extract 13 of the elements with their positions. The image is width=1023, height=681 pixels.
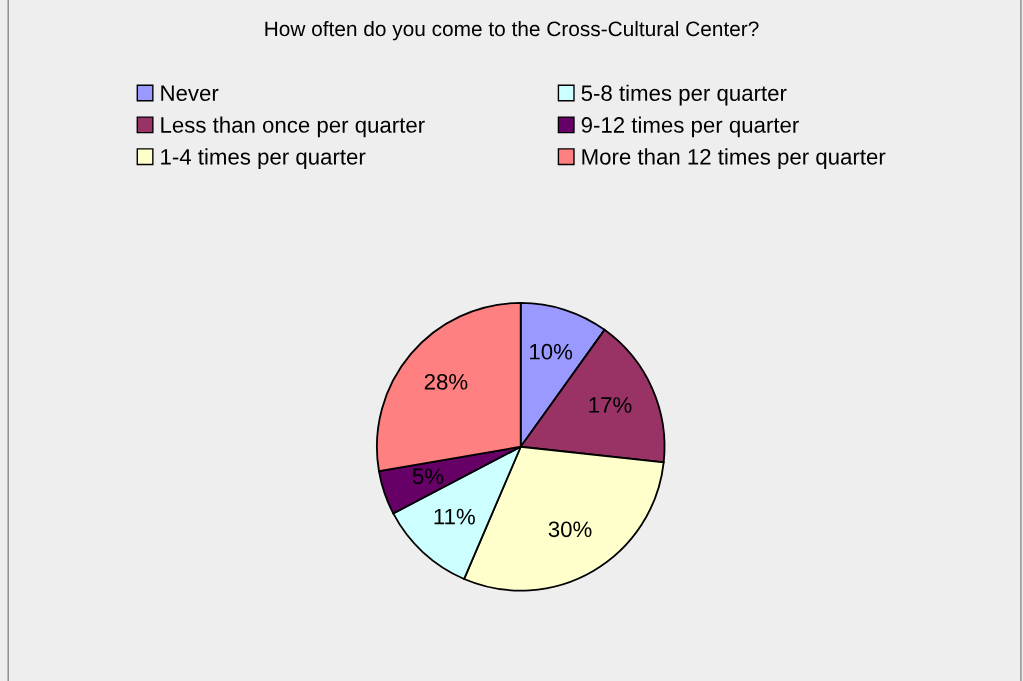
legend-label: 9-12 times per quarter [581,116,799,138]
legend-label: Less than once per quarter [161,116,425,138]
data-label: 11% [434,508,475,525]
data-label: 10% [530,343,573,360]
data-label: 17% [589,397,632,413]
legend-label: 1-4 times per quarter [161,148,366,170]
legend-label: More than 12 times per quarter [582,148,886,170]
legend-label: Never [161,85,219,102]
legend-label: 5-8 times per quarter [581,84,787,106]
data-label: 28% [424,373,468,390]
data-label: 5% [412,468,444,485]
chart-title: How often do you come to the Cross-Cultural Center? [265,20,759,41]
data-label: 30% [548,521,592,538]
